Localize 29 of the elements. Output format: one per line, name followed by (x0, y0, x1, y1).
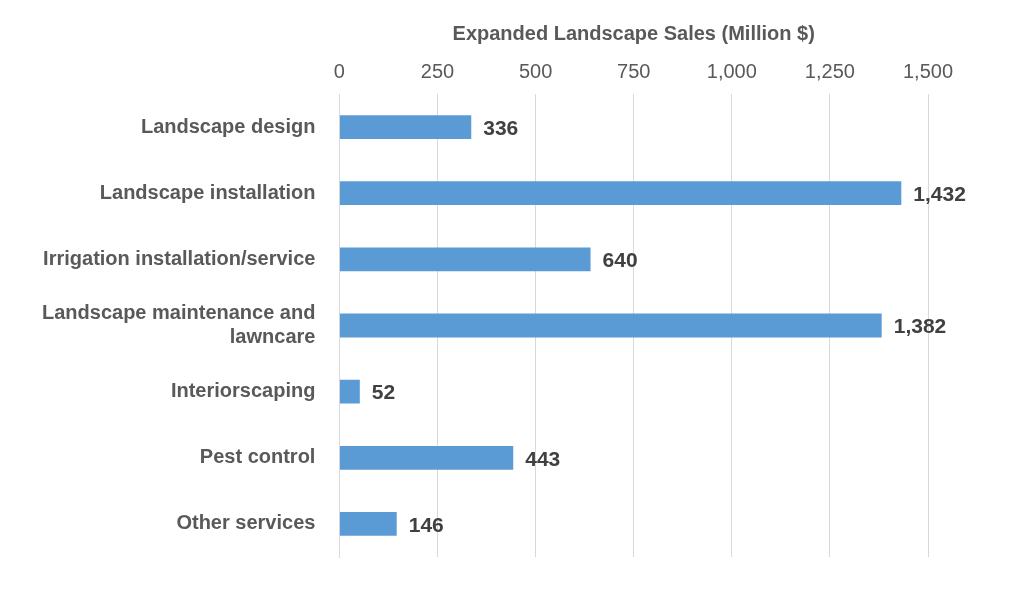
x-axis-title: Expanded Landscape Sales (Million $) (452, 21, 815, 44)
x-tick-label: 500 (518, 59, 553, 82)
data-label: 146 (408, 512, 444, 536)
data-label: 1,432 (913, 182, 966, 206)
y-tick-label: Pest control (199, 445, 316, 468)
data-label: 640 (602, 248, 638, 272)
x-tick-label: 250 (420, 59, 455, 82)
x-tick-label: 1,250 (804, 59, 855, 82)
data-label: 443 (525, 446, 561, 470)
y-tick-label: Irrigation installation/service (43, 246, 316, 269)
bar (339, 379, 360, 404)
y-tick-label: Other services (176, 511, 316, 534)
y-tick-label: Interiorscaping (170, 379, 316, 402)
y-tick-label: Landscape maintenance and lawncare (42, 301, 316, 348)
data-label: 336 (483, 115, 519, 139)
data-label: 1,382 (893, 314, 947, 338)
bar (339, 247, 591, 272)
x-tick-label: 1,500 (902, 59, 954, 82)
y-tick-label: Landscape design (140, 114, 316, 137)
x-tick-label: 750 (617, 59, 651, 82)
bar (339, 313, 882, 338)
data-label: 52 (371, 380, 396, 404)
bar (339, 181, 902, 206)
y-tick-label: Landscape installation (99, 180, 316, 203)
bar (339, 115, 472, 139)
bar (339, 445, 514, 470)
bar (339, 512, 397, 536)
x-tick-label: 0 (333, 59, 345, 82)
x-tick-label: 1,000 (706, 59, 757, 82)
